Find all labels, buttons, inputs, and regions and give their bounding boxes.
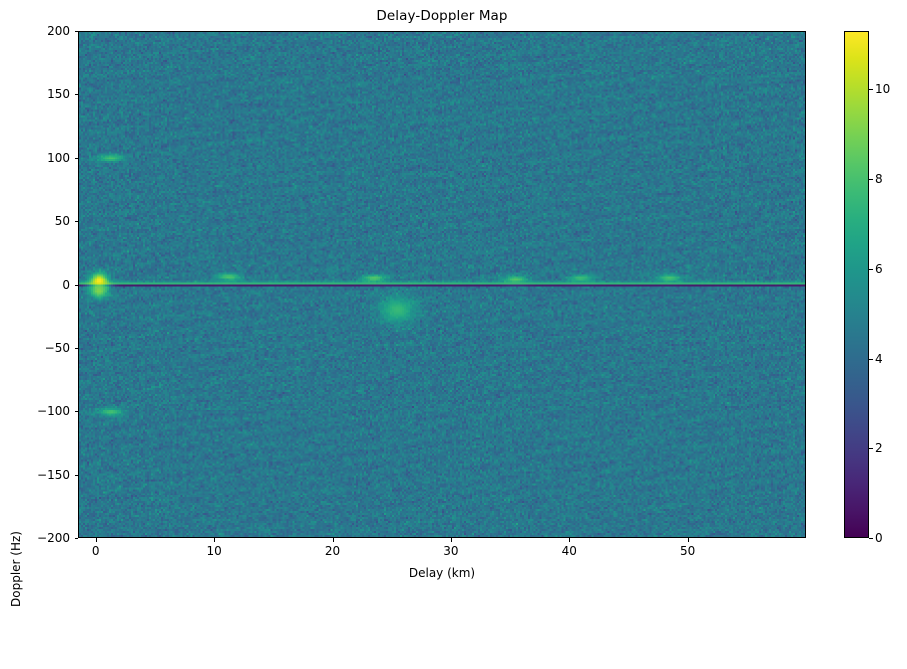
- x-axis-label: Delay (km): [408, 566, 476, 580]
- x-tick-mark: [95, 538, 97, 542]
- matplotlib-figure: Delay-Doppler Map 0 10 20 30 40 50 −200 −150 −1…: [9, 8, 891, 607]
- x-tick-mark: [450, 538, 452, 542]
- y-tick-mark: [74, 474, 78, 476]
- x-tick-label: 30: [443, 544, 459, 558]
- colorbar-tick-label: 10: [875, 82, 891, 97]
- x-tick-mark: [687, 538, 689, 542]
- page-title: Delay-Doppler Map: [376, 8, 508, 24]
- y-tick-label: −150: [37, 467, 70, 482]
- colorbar-tick-mark: [869, 538, 873, 539]
- colorbar-gradient: [845, 32, 868, 537]
- colorbar: [844, 31, 869, 538]
- y-tick-mark: [74, 284, 78, 286]
- colorbar-tick-mark: [869, 448, 873, 450]
- y-tick-label: −50: [44, 340, 70, 355]
- y-tick-mark: [74, 94, 78, 96]
- x-tick-mark: [214, 538, 216, 542]
- colorbar-tick-label: 6: [875, 261, 883, 276]
- x-tick-mark: [569, 538, 571, 542]
- heatmap-plot-area: [78, 31, 806, 538]
- y-tick-mark: [74, 221, 78, 223]
- y-tick-mark: [74, 347, 78, 349]
- colorbar-tick-mark: [869, 358, 873, 360]
- y-tick-label: 100: [47, 150, 70, 165]
- x-tick-mark: [332, 538, 334, 542]
- x-tick-label: 20: [324, 544, 341, 558]
- x-tick-label: 40: [561, 544, 577, 558]
- y-tick-label: 50: [54, 214, 70, 229]
- y-axis-label: Doppler (Hz): [9, 531, 23, 607]
- colorbar-tick-mark: [869, 179, 873, 181]
- y-tick-mark: [74, 411, 78, 413]
- delay-doppler-heatmap-canvas: [79, 32, 805, 537]
- colorbar-tick-mark: [869, 89, 873, 91]
- y-tick-label: −100: [37, 404, 70, 419]
- y-tick-mark: [74, 538, 78, 539]
- x-tick-label: 50: [679, 544, 696, 558]
- colorbar-tick-label: 2: [875, 441, 883, 456]
- x-tick-label: 10: [206, 544, 222, 558]
- y-tick-label: 150: [47, 87, 70, 102]
- y-tick-label: −200: [37, 531, 70, 545]
- x-tick-label: 0: [91, 544, 100, 558]
- y-tick-label: 200: [47, 24, 70, 38]
- colorbar-tick-label: 8: [875, 172, 883, 187]
- y-tick-mark: [74, 31, 78, 32]
- colorbar-tick-label: 0: [875, 531, 883, 545]
- y-tick-mark: [74, 157, 78, 159]
- colorbar-tick-label: 4: [875, 351, 883, 366]
- colorbar-tick-mark: [869, 268, 873, 270]
- y-tick-label: 0: [62, 277, 70, 292]
